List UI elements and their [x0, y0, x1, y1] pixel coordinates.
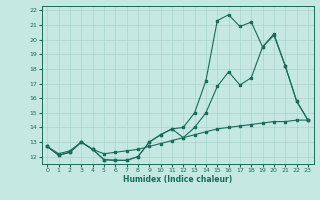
X-axis label: Humidex (Indice chaleur): Humidex (Indice chaleur)	[123, 175, 232, 184]
